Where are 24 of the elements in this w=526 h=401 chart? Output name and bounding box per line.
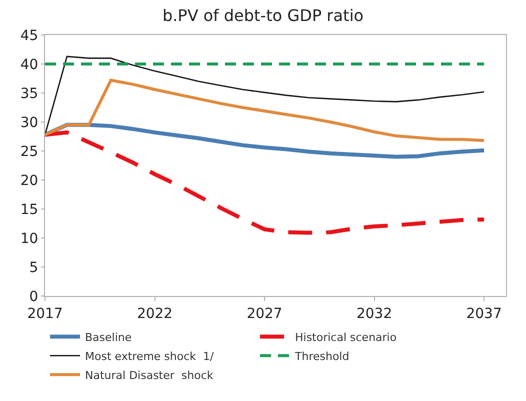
y-tick-label: 15 — [20, 202, 38, 218]
legend-label: Natural Disaster shock — [85, 368, 214, 382]
x-tick-label: 2022 — [136, 306, 173, 322]
y-tick-label: 45 — [20, 28, 38, 44]
x-tick-label: 2037 — [466, 306, 502, 322]
x-tick-label: 2032 — [356, 306, 392, 322]
y-tick-label: 10 — [20, 230, 38, 247]
chart-title: b.PV of debt-to GDP ratio — [162, 6, 364, 26]
line-series — [45, 130, 486, 235]
legend-label: Most extreme shock 1/ — [85, 350, 214, 363]
x-tick-label: 2027 — [246, 306, 282, 322]
legend-label: Historical scenario — [295, 330, 397, 344]
y-tick-label: 30 — [20, 114, 38, 131]
y-tick-label: 40 — [20, 56, 38, 73]
y-tick-label: 35 — [20, 86, 38, 102]
y-tick-label: 5 — [29, 260, 38, 276]
line-series — [45, 78, 486, 142]
y-tick-label: 20 — [20, 172, 38, 189]
x-tick-label: 2017 — [27, 306, 63, 322]
legend-label: Baseline — [85, 330, 132, 344]
y-tick-label: 25 — [20, 144, 38, 160]
y-tick-label: 0 — [29, 288, 38, 305]
legend-label: Threshold — [294, 350, 350, 363]
line-series — [45, 56, 485, 136]
